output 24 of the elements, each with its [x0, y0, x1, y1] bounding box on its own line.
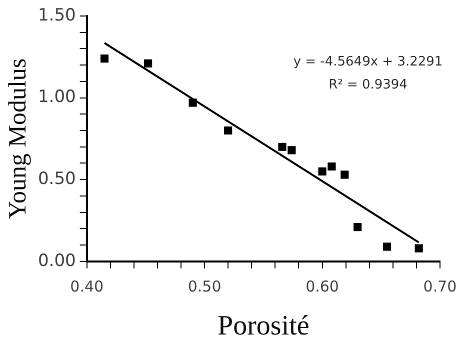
y-tick-label: 1.50: [38, 5, 76, 26]
point: [318, 167, 326, 176]
x-tick-label: 0.60: [306, 277, 339, 296]
x-axis-title: Porosité: [218, 310, 310, 342]
point: [288, 146, 296, 154]
point: [278, 142, 286, 151]
x-tick-label: 0.50: [188, 277, 222, 296]
annotation: y = -4.5649x + 3.2291: [293, 54, 443, 70]
annotation: R² = 0.9394: [328, 77, 408, 92]
y-tick-label: 0.50: [38, 169, 76, 190]
x-tick-label: 0.70: [423, 277, 457, 296]
point: [100, 54, 109, 63]
point: [414, 244, 423, 252]
point: [188, 98, 197, 107]
point: [328, 162, 336, 171]
point: [340, 170, 349, 179]
point: [382, 242, 392, 251]
point: [144, 59, 152, 68]
y-axis-title: Young Modulus: [4, 58, 32, 220]
y-tick-label: 0.00: [38, 250, 76, 271]
point: [224, 126, 232, 135]
y-tick-label: 1.00: [38, 87, 76, 108]
point: [354, 223, 362, 232]
x-tick-label: 0.40: [70, 277, 104, 296]
